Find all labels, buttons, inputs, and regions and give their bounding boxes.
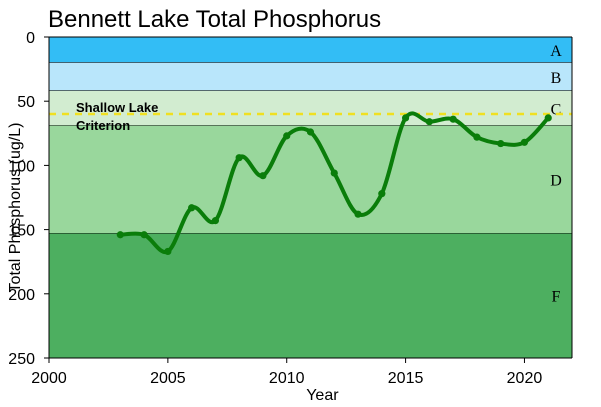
- data-point-2013: [354, 210, 362, 218]
- y-tick-label-50: 50: [17, 94, 35, 111]
- data-point-2020: [520, 138, 529, 146]
- data-point-2019: [497, 139, 505, 148]
- x-tick-label-2020: 2020: [507, 370, 543, 387]
- grade-label-f: F: [552, 289, 561, 306]
- data-point-2015: [401, 114, 410, 122]
- band-b: [49, 62, 572, 91]
- y-tick-label-200: 200: [8, 287, 35, 304]
- data-point-2008: [235, 154, 243, 162]
- series-group: [116, 111, 552, 256]
- criterion-label-2: Criterion: [76, 118, 130, 133]
- data-point-2003: [116, 231, 124, 239]
- band-a: [49, 37, 572, 63]
- y-tick-label-100: 100: [8, 158, 35, 175]
- y-tick-label-250: 250: [8, 351, 35, 368]
- data-point-2004: [140, 231, 148, 239]
- data-point-2007: [211, 217, 220, 225]
- data-point-2011: [306, 128, 315, 136]
- data-point-2005: [164, 247, 172, 256]
- y-axis-label: Total Phosphorus (ug/L): [7, 123, 24, 293]
- y-tick-label-0: 0: [26, 30, 35, 47]
- x-tick-label-2015: 2015: [388, 370, 424, 387]
- band-d: [49, 125, 572, 234]
- grade-label-d: D: [550, 173, 562, 190]
- grade-label-a: A: [550, 43, 562, 60]
- chart-title: Bennett Lake Total Phosphorus: [48, 6, 382, 33]
- data-point-2018: [473, 133, 481, 141]
- x-tick-label-2010: 2010: [269, 370, 305, 387]
- grade-bands: ABC D F: [49, 37, 572, 359]
- data-point-2006: [188, 204, 196, 212]
- x-tick-label-2005: 2005: [150, 370, 186, 387]
- data-point-2017: [449, 115, 457, 123]
- data-point-2016: [425, 118, 433, 126]
- grade-label-b: B: [551, 70, 562, 87]
- y-tick-label-150: 150: [8, 223, 35, 240]
- data-point-2014: [378, 190, 386, 198]
- x-axis-label: Year: [306, 387, 339, 404]
- data-point-2010: [283, 132, 291, 140]
- data-point-2009: [259, 172, 267, 180]
- band-f: [49, 233, 572, 358]
- x-tick-label-2000: 2000: [31, 370, 67, 387]
- criterion-label-1: Shallow Lake: [76, 100, 158, 115]
- band-c: [49, 90, 572, 126]
- data-point-2012: [330, 169, 338, 177]
- axes-group: 0 50 100 150 200 250 2000 2005 2010 2015 2020: [8, 30, 573, 387]
- data-point-2021: [544, 114, 552, 122]
- grade-label-c: C: [551, 101, 562, 118]
- criterion-line-group: Shallow Lake Criterion: [49, 100, 572, 133]
